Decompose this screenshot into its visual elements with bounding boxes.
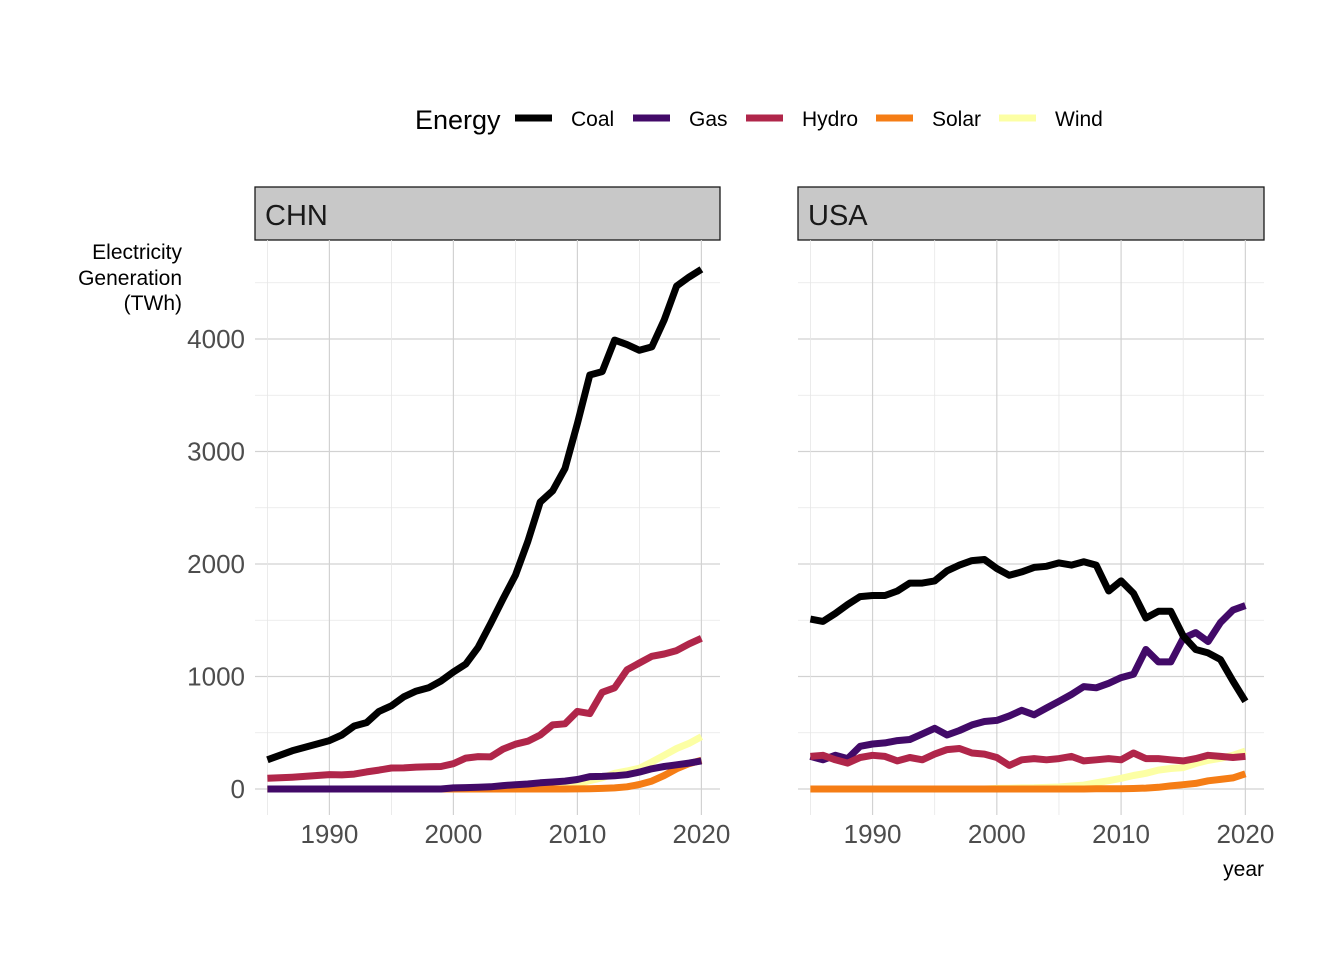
series-line-chn-coal bbox=[266, 266, 704, 764]
x-tick-label: 2000 bbox=[424, 819, 482, 849]
legend-label-hydro: Hydro bbox=[802, 108, 858, 131]
series-line-usa-gas bbox=[809, 602, 1247, 764]
strip-label-chn: CHN bbox=[265, 200, 328, 232]
grid-chn bbox=[255, 240, 720, 815]
panel-chn: CHN 1990 2000 2010 2020 0 1000 2000 3000 4000 bbox=[187, 186, 730, 849]
y-axis-title-line-2: Generation bbox=[78, 267, 182, 290]
y-tick-label: 2000 bbox=[187, 549, 245, 579]
x-tick-label: 1990 bbox=[844, 819, 902, 849]
y-tick-label: 3000 bbox=[187, 437, 245, 467]
x-tick-labels-usa: 1990 2000 2010 2020 bbox=[844, 819, 1275, 849]
x-tick-label: 2000 bbox=[968, 819, 1026, 849]
series-line-chn-gas bbox=[267, 757, 703, 793]
series-line-usa-hydro bbox=[810, 745, 1246, 769]
x-tick-label: 2020 bbox=[1216, 819, 1274, 849]
strip-chn bbox=[254, 186, 721, 241]
strip-label-usa: USA bbox=[808, 200, 868, 232]
x-tick-label: 2010 bbox=[1092, 819, 1150, 849]
legend-item-gas: Gas bbox=[633, 108, 728, 131]
legend-label-wind: Wind bbox=[1055, 108, 1103, 131]
y-tick-label: 1000 bbox=[187, 662, 245, 692]
y-axis-title-line-3: (TWh) bbox=[124, 292, 182, 315]
strip-usa bbox=[797, 186, 1265, 241]
y-axis-title-line-1: Electricity bbox=[92, 241, 182, 264]
legend-label-solar: Solar bbox=[932, 108, 981, 131]
y-axis-title: Electricity Generation (TWh) bbox=[78, 241, 182, 315]
legend-item-hydro: Hydro bbox=[746, 108, 858, 131]
y-tick-labels: 0 1000 2000 3000 4000 bbox=[187, 324, 245, 804]
series-line-chn-wind bbox=[267, 733, 704, 793]
series-usa bbox=[809, 556, 1249, 793]
x-tick-label: 2010 bbox=[548, 819, 606, 849]
facet-panels: CHN 1990 2000 2010 2020 0 1000 2000 3000 4000 USA 1… bbox=[187, 186, 1275, 849]
series-line-usa-coal bbox=[809, 556, 1249, 704]
legend: Energy Coal Gas Hydro Solar Wind bbox=[415, 105, 1103, 135]
x-tick-label: 1990 bbox=[300, 819, 358, 849]
legend-items: Coal Gas Hydro Solar Wind bbox=[515, 108, 1103, 131]
legend-item-coal: Coal bbox=[515, 108, 614, 131]
x-tick-labels-chn: 1990 2000 2010 2020 bbox=[300, 819, 730, 849]
x-tick-label: 2020 bbox=[672, 819, 730, 849]
legend-label-coal: Coal bbox=[571, 108, 614, 131]
grid-usa bbox=[798, 240, 1264, 815]
series-line-chn-hydro bbox=[267, 635, 703, 782]
x-axis-title: year bbox=[1223, 858, 1264, 881]
legend-title: Energy bbox=[415, 105, 501, 135]
legend-item-solar: Solar bbox=[876, 108, 981, 131]
series-chn bbox=[266, 266, 704, 793]
y-tick-label: 0 bbox=[231, 774, 245, 804]
legend-label-gas: Gas bbox=[689, 108, 728, 131]
legend-item-wind: Wind bbox=[999, 108, 1103, 131]
y-tick-label: 4000 bbox=[187, 324, 245, 354]
panel-usa: USA 1990 2000 2010 2020 bbox=[797, 186, 1275, 849]
series-line-usa-solar bbox=[810, 770, 1247, 793]
